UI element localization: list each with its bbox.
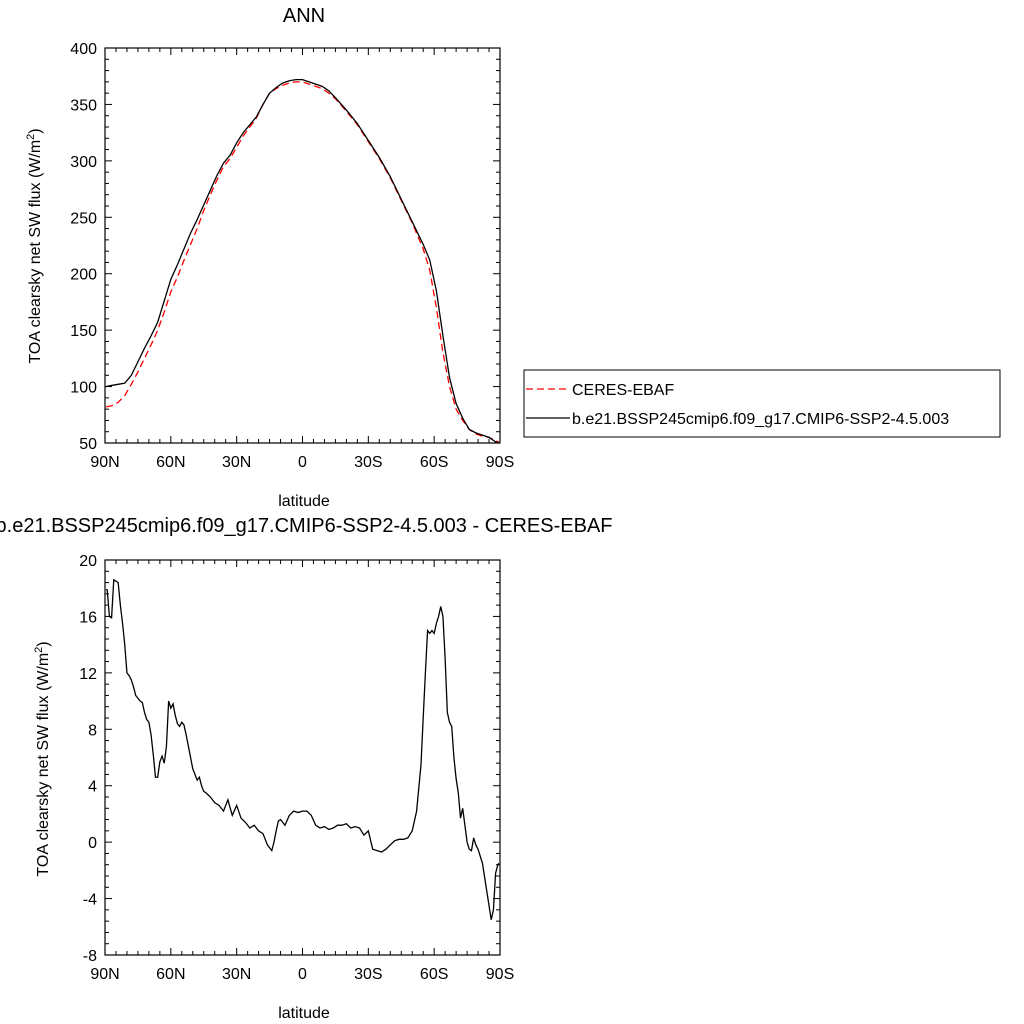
bottom-x-tick-label: 0 [298, 966, 307, 983]
bottom-x-axis-label: latitude [278, 1005, 330, 1022]
top-y-tick-label: 150 [70, 323, 97, 340]
top-y-tick-label: 300 [70, 154, 97, 171]
top-series-model-line [105, 78, 500, 444]
legend-box [523, 369, 1001, 438]
bottom-y-tick-label: 12 [79, 666, 97, 683]
bottom-y-tick-label: 0 [88, 835, 97, 852]
top-y-tick-label: 50 [79, 436, 97, 453]
bottom-x-tick-label: 30N [222, 966, 251, 983]
top-x-tick-label: 60N [156, 454, 185, 471]
legend: CERES-EBAF b.e21.BSSP245cmip6.f09_g17.CM… [523, 369, 1001, 438]
bottom-series-difference-line [106, 578, 500, 920]
top-x-tick-label: 0 [298, 454, 307, 471]
top-y-tick-label: 400 [70, 41, 97, 58]
bottom-x-tick-label: 90S [486, 966, 514, 983]
top-y-axis-label: TOA clearsky net SW flux (W/m2) [25, 128, 44, 363]
legend-label-model: b.e21.BSSP245cmip6.f09_g17.CMIP6-SSP2-4.… [572, 411, 949, 428]
bottom-y-tick-label: 16 [79, 609, 97, 626]
top-y-tick-label: 350 [70, 97, 97, 114]
bottom-x-tick-label: 60N [156, 966, 185, 983]
top-x-tick-label: 60S [420, 454, 448, 471]
bottom-y-tick-label: -8 [83, 948, 97, 965]
bottom-y-tick-label: -4 [83, 892, 97, 909]
top-x-tick-label: 30S [354, 454, 382, 471]
top-plot-frame [104, 47, 501, 444]
top-x-axis-label: latitude [278, 493, 330, 510]
top-line-plot: 90N 60N 30N 0 30S 60S 90S 50 100 150 200 250 300 350 4… [70, 41, 514, 471]
bottom-y-tick-label: 4 [88, 779, 97, 796]
bottom-x-tick-label: 60S [420, 966, 448, 983]
bottom-x-tick-label: 90N [90, 966, 119, 983]
top-x-tick-label: 90S [486, 454, 514, 471]
bottom-x-tick-label: 30S [354, 966, 382, 983]
bottom-line-plot: 90N 60N 30N 0 30S 60S 90S -8 -4 0 4 8 12 16 20 [79, 553, 514, 983]
top-y-tick-label: 250 [70, 210, 97, 227]
bottom-y-tick-label: 20 [79, 553, 97, 570]
bottom-chart-title: b.e21.BSSP245cmip6.f09_g17.CMIP6-SSP2-4.… [0, 515, 612, 537]
top-series-ceres-ebaf-line [105, 81, 500, 443]
bottom-y-tick-label: 8 [88, 722, 97, 739]
top-chart-title: ANN [283, 5, 325, 27]
bottom-y-axis-label: TOA clearsky net SW flux (W/m2) [33, 641, 52, 876]
top-x-tick-label: 90N [90, 454, 119, 471]
top-y-tick-label: 100 [70, 380, 97, 397]
top-x-tick-label: 30N [222, 454, 251, 471]
bottom-plot-frame [104, 559, 501, 956]
top-y-tick-label: 200 [70, 267, 97, 284]
legend-label-ceres: CERES-EBAF [572, 382, 674, 399]
